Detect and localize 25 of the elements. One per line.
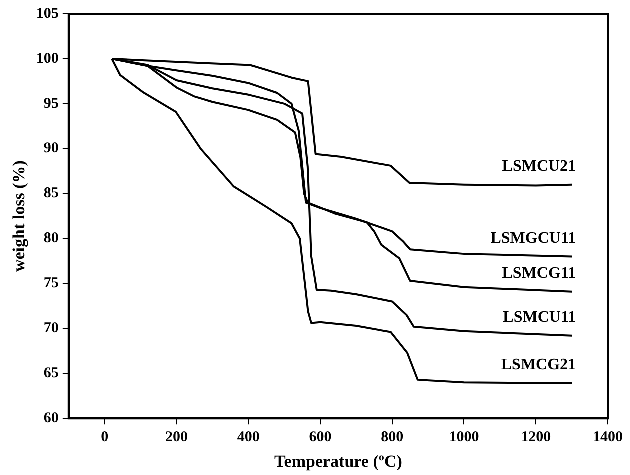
x-tick-label: 1200 [521, 429, 552, 446]
series-label: LSMCU11 [503, 309, 576, 326]
y-tick-label: 80 [44, 230, 59, 247]
series-label: LSMCU21 [502, 158, 576, 175]
y-tick-label: 70 [44, 320, 59, 337]
y-tick-label: 95 [44, 96, 59, 112]
y-tick-label: 75 [44, 276, 59, 292]
x-tick-label: 600 [309, 429, 332, 446]
x-axis-title: Temperature (ºC) [274, 452, 402, 472]
x-tick-label: 400 [237, 429, 260, 446]
series-label: LSMGCU11 [490, 230, 576, 247]
y-tick-label: 65 [44, 366, 59, 382]
x-tick-label: 1000 [449, 429, 480, 446]
y-tick-label: 100 [36, 50, 59, 67]
x-tick-label: 200 [165, 429, 188, 446]
y-tick-label: 85 [44, 186, 59, 202]
x-tick-label: 1400 [593, 429, 623, 446]
series-label: LSMCG11 [502, 264, 576, 282]
x-tick-label: 0 [101, 429, 109, 446]
series-label: LSMCG21 [501, 356, 576, 374]
y-tick-label: 90 [44, 140, 59, 157]
x-tick-label: 800 [381, 429, 404, 446]
y-tick-label: 105 [36, 6, 59, 22]
y-axis-title: weight loss (%) [10, 160, 29, 272]
y-tick-label: 60 [44, 410, 59, 426]
